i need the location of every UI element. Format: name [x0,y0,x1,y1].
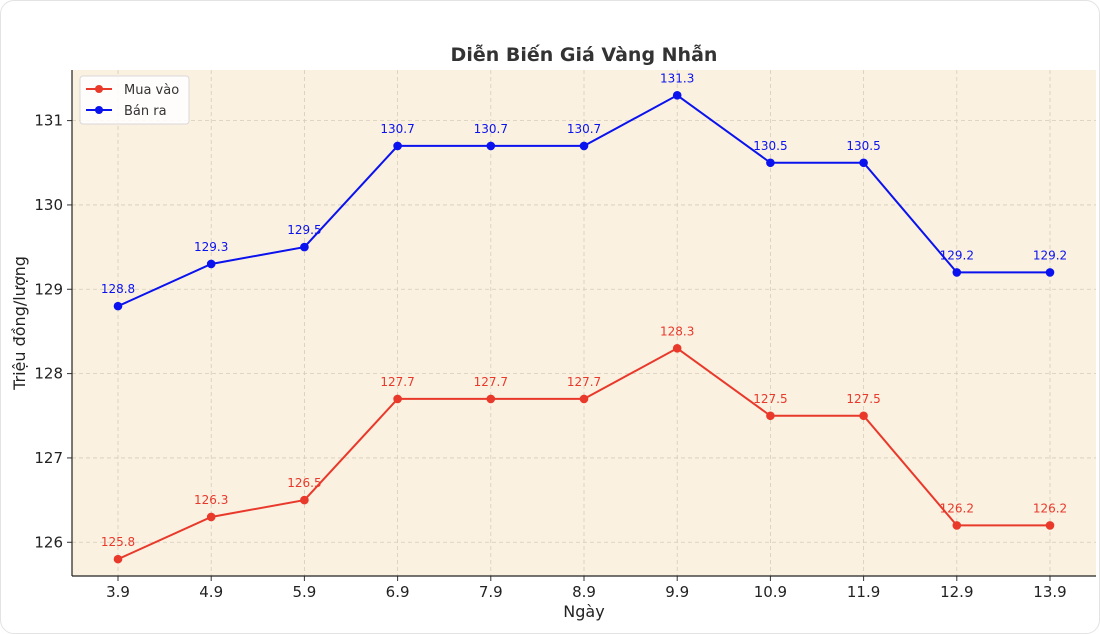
series-2: 128.8 129.3 129.5 130.7 130.7 130.7 131.3 130.5… [101,71,1067,311]
y-tick-label: 127 [34,449,63,467]
data-point [486,141,496,151]
data-point [859,411,868,421]
data-label: 130.5 [846,139,880,153]
data-label: 130.7 [474,122,508,136]
x-tick-label: 11.9 [847,583,880,601]
data-label: 126.2 [1033,501,1067,515]
data-point [393,141,402,151]
data-label: 127.5 [846,392,880,406]
data-label: 126.3 [194,493,228,507]
data-point [113,301,123,311]
x-tick-label: 3.9 [106,583,130,601]
legend-swatch-marker [95,85,103,93]
series-1: 125.8 126.3 126.5 127.7 127.7 127.7 128.3 127.5… [101,324,1067,564]
y-tick-label: 130 [34,196,63,214]
data-label: 130.5 [753,139,787,153]
data-point [579,394,589,404]
data-point [579,141,589,151]
data-label: 128.8 [101,282,135,296]
data-label: 127.7 [474,375,508,389]
data-label: 127.7 [567,375,601,389]
y-tick-label: 131 [34,112,63,130]
data-label: 130.7 [380,122,414,136]
y-tick-label: 128 [34,365,63,383]
x-tick-label: 13.9 [1033,583,1066,601]
grid-lines [72,70,1096,576]
legend: Mua vào Bán ra [79,75,190,125]
data-point [206,259,216,269]
data-label: 126.2 [940,501,974,515]
data-label: 125.8 [101,535,135,549]
data-label: 128.3 [660,324,694,338]
legend-label: Bán ra [124,104,167,119]
data-point [113,554,123,564]
data-point [1045,521,1055,530]
data-point [1045,268,1055,277]
data-label: 130.7 [567,122,601,136]
data-label: 129.3 [194,240,228,254]
data-point [393,394,402,404]
chart-title: Diễn Biến Giá Vàng Nhẫn [451,42,718,66]
axes [67,70,1096,581]
data-point [300,495,309,505]
data-point [206,512,216,522]
x-tick-label: 10.9 [754,583,787,601]
data-label: 129.5 [287,223,321,237]
data-point [672,91,682,100]
y-axis-label: Triệu đồng/lượng [10,256,29,391]
x-tick-label: 5.9 [292,583,316,601]
x-tick-label: 8.9 [572,583,596,601]
data-point [766,158,775,168]
legend-label: Mua vào [124,83,179,98]
data-label: 129.2 [1033,248,1067,262]
data-point [859,158,868,168]
data-label: 127.7 [380,375,414,389]
data-point [766,411,775,421]
x-tick-label: 4.9 [199,583,223,601]
data-point [672,344,682,353]
x-tick-label: 6.9 [386,583,410,601]
x-axis-label: Ngày [563,602,604,621]
data-point [300,242,309,252]
series-layer: 125.8 126.3 126.5 127.7 127.7 127.7 128.3 127.5… [101,71,1067,564]
data-point [486,394,496,404]
y-tick-label: 126 [34,533,63,551]
data-point [952,268,962,277]
legend-swatch-marker [95,106,103,114]
tick-labels: 3.9 4.9 5.9 6.9 7.9 8.9 9.9 10.9 11.9 12.9 13.9 126… [34,112,1066,601]
data-label: 131.3 [660,71,694,85]
y-tick-label: 129 [34,280,63,298]
data-label: 126.5 [287,476,321,490]
data-point [952,521,962,530]
data-label: 127.5 [753,392,787,406]
x-tick-label: 7.9 [479,583,503,601]
x-tick-label: 12.9 [940,583,973,601]
x-tick-label: 9.9 [665,583,689,601]
data-label: 129.2 [940,248,974,262]
